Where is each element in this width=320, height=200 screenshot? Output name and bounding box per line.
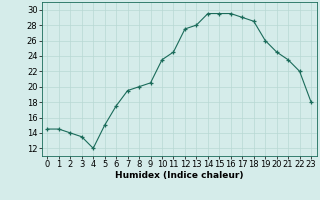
X-axis label: Humidex (Indice chaleur): Humidex (Indice chaleur) [115, 171, 244, 180]
